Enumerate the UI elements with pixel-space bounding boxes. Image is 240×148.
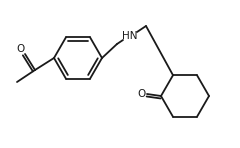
Text: O: O [16,44,24,54]
Text: O: O [137,89,145,99]
Text: HN: HN [122,31,138,41]
